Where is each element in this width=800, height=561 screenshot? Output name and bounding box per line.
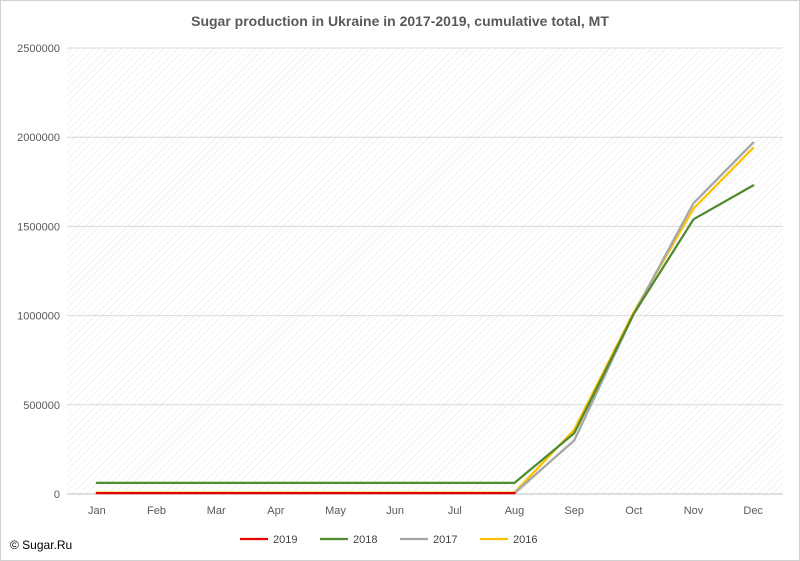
series-lines	[95, 141, 755, 495]
copyright-credit: © Sugar.Ru	[10, 538, 72, 552]
legend-label: 2016	[513, 534, 537, 546]
legend: 2019 2018 2017 2016	[240, 534, 537, 546]
x-tick-label: Dec	[743, 505, 763, 517]
x-tick-label: Feb	[147, 505, 166, 517]
y-axis: 0 500000 1000000 1500000 2000000 2500000	[17, 43, 60, 501]
x-axis: Jan Feb Mar Apr May Jun Jul Aug Sep Oct Nov Dec	[88, 505, 763, 517]
x-tick-label: Aug	[505, 505, 525, 517]
legend-item-2016: 2016	[480, 534, 537, 546]
x-tick-label: Jul	[448, 505, 462, 517]
y-tick-label: 1000000	[17, 311, 60, 323]
x-tick-label: Oct	[625, 505, 642, 517]
x-tick-label: Mar	[207, 505, 226, 517]
x-tick-label: Jun	[386, 505, 404, 517]
y-tick-label: 0	[54, 489, 60, 501]
legend-item-2019: 2019	[240, 534, 297, 546]
legend-item-2018: 2018	[320, 534, 377, 546]
legend-label: 2019	[273, 534, 297, 546]
y-tick-label: 1500000	[17, 221, 60, 233]
legend-label: 2018	[353, 534, 377, 546]
chart-title: Sugar production in Ukraine in 2017-2019…	[191, 13, 609, 29]
legend-label: 2017	[433, 534, 457, 546]
y-tick-label: 2000000	[17, 132, 60, 144]
x-tick-label: Apr	[267, 505, 284, 517]
plot-area-background	[67, 48, 783, 494]
x-tick-label: Sep	[564, 505, 584, 517]
y-tick-label: 500000	[23, 400, 60, 412]
legend-item-2017: 2017	[400, 534, 457, 546]
x-tick-label: Nov	[684, 505, 704, 517]
x-tick-label: Jan	[88, 505, 106, 517]
x-tick-label: May	[325, 505, 346, 517]
y-tick-label: 2500000	[17, 43, 60, 55]
series-line-2018	[95, 184, 755, 485]
